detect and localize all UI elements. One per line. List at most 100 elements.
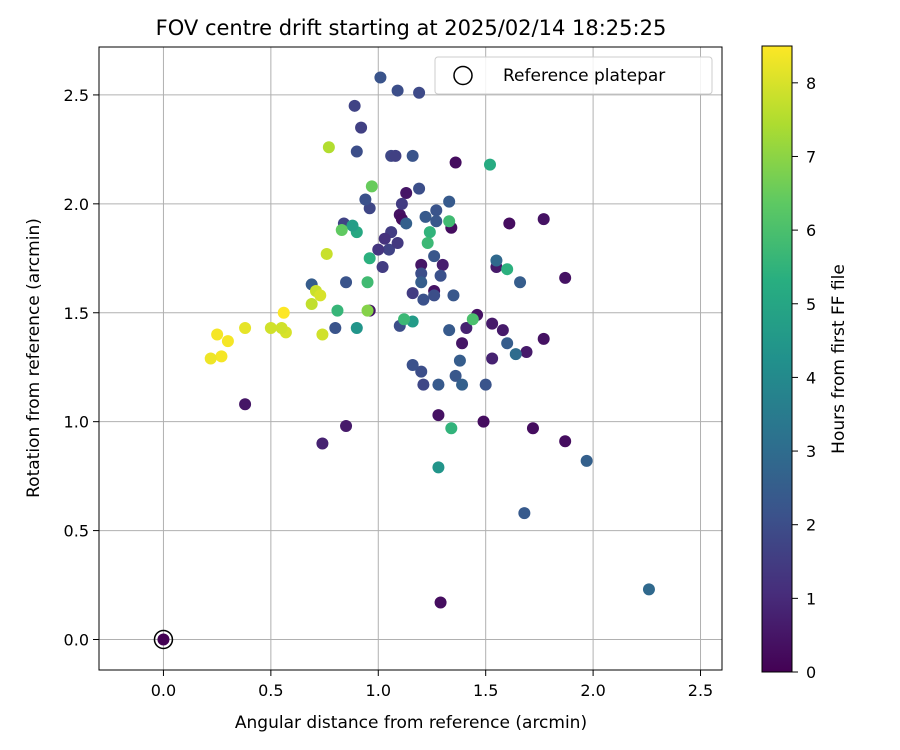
data-point — [430, 204, 443, 217]
data-point — [456, 337, 469, 350]
legend-marker — [453, 65, 473, 86]
data-point — [322, 141, 335, 154]
data-point — [365, 180, 378, 193]
data-point — [335, 223, 348, 236]
data-point — [391, 84, 404, 97]
data-point — [415, 267, 428, 280]
colorbar-tick-label: 1 — [806, 589, 816, 608]
data-point — [520, 345, 533, 358]
data-point — [359, 193, 372, 206]
data-point — [509, 348, 522, 361]
data-point — [466, 313, 479, 326]
data-point — [383, 243, 396, 256]
data-point — [432, 378, 445, 391]
data-point — [350, 145, 363, 158]
data-point — [239, 322, 252, 335]
colorbar-tick-label: 2 — [806, 516, 816, 535]
data-point — [428, 250, 441, 263]
x-tick-label: 0.5 — [258, 681, 283, 700]
data-point — [305, 298, 318, 311]
data-point — [417, 293, 430, 306]
x-tick-label: 1.5 — [473, 681, 498, 700]
data-point — [346, 219, 359, 232]
data-point — [406, 287, 419, 300]
data-point — [483, 158, 496, 171]
plot-frame — [98, 46, 723, 671]
data-point — [503, 217, 516, 230]
data-point — [559, 435, 572, 448]
data-point — [490, 254, 503, 267]
data-point — [423, 226, 436, 239]
data-point — [460, 322, 473, 335]
x-tick-label: 2.5 — [688, 681, 713, 700]
data-point — [415, 276, 428, 289]
data-point — [264, 322, 277, 335]
data-point — [157, 633, 170, 646]
colorbar-ticks: 0 1 2 3 4 5 6 7 8 — [792, 74, 816, 682]
data-point — [406, 359, 419, 372]
data-point — [331, 304, 344, 317]
data-point — [456, 378, 469, 391]
data-point — [559, 271, 572, 284]
data-point — [496, 324, 509, 337]
data-point — [374, 71, 387, 84]
data-point — [449, 369, 462, 382]
data-point — [378, 232, 391, 245]
data-point — [449, 156, 462, 169]
data-point — [340, 420, 353, 433]
y-tick-label: 0.5 — [64, 522, 89, 541]
y-tick-label: 1.5 — [64, 304, 89, 323]
y-tick-label: 2.0 — [64, 195, 89, 214]
colorbar-tick-label: 0 — [806, 663, 816, 682]
data-point — [277, 306, 290, 319]
x-tick-label: 2.0 — [580, 681, 605, 700]
data-point — [355, 121, 368, 134]
data-point — [361, 276, 374, 289]
y-axis-label: Rotation from reference (arcmin) — [24, 218, 44, 498]
data-point — [432, 409, 445, 422]
data-point — [434, 596, 447, 609]
data-point — [398, 313, 411, 326]
data-points — [157, 71, 655, 646]
colorbar-tick-label: 3 — [806, 442, 816, 461]
data-point — [363, 252, 376, 265]
legend-box — [434, 56, 713, 95]
data-point — [406, 149, 419, 162]
data-point — [415, 258, 428, 271]
colorbar-tick-label: 5 — [806, 295, 816, 314]
data-point — [447, 289, 460, 302]
data-point — [580, 454, 593, 467]
data-point — [316, 328, 329, 341]
data-point — [432, 461, 445, 474]
data-point — [204, 352, 217, 365]
colorbar-tick-label: 6 — [806, 221, 816, 240]
data-point — [361, 304, 374, 317]
data-point — [320, 247, 333, 260]
grid-lines — [99, 47, 722, 670]
chart-title: FOV centre drift starting at 2025/02/14 … — [156, 16, 667, 40]
data-point — [350, 322, 363, 335]
data-point — [400, 186, 413, 199]
colorbar-tick-label: 4 — [806, 368, 816, 387]
y-axis: 0.0 0.5 1.0 1.5 2.0 2.5 — [64, 86, 99, 650]
data-point — [514, 276, 527, 289]
data-point — [428, 289, 441, 302]
data-point — [445, 422, 458, 435]
data-point — [389, 149, 402, 162]
colorbar-tick-label: 7 — [806, 147, 816, 166]
data-point — [518, 507, 531, 520]
data-point — [329, 322, 342, 335]
data-point — [417, 378, 430, 391]
x-axis: 0.0 0.5 1.0 1.5 2.0 2.5 — [151, 670, 713, 700]
data-point — [395, 197, 408, 210]
colorbar-label: Hours from first FF file — [829, 264, 849, 454]
legend-label: Reference platepar — [503, 66, 665, 86]
data-point — [443, 215, 456, 228]
x-tick-label: 0.0 — [151, 681, 176, 700]
data-point — [526, 422, 539, 435]
data-point — [221, 335, 234, 348]
data-point — [434, 269, 447, 282]
x-tick-label: 1.0 — [366, 681, 391, 700]
data-point — [443, 324, 456, 337]
